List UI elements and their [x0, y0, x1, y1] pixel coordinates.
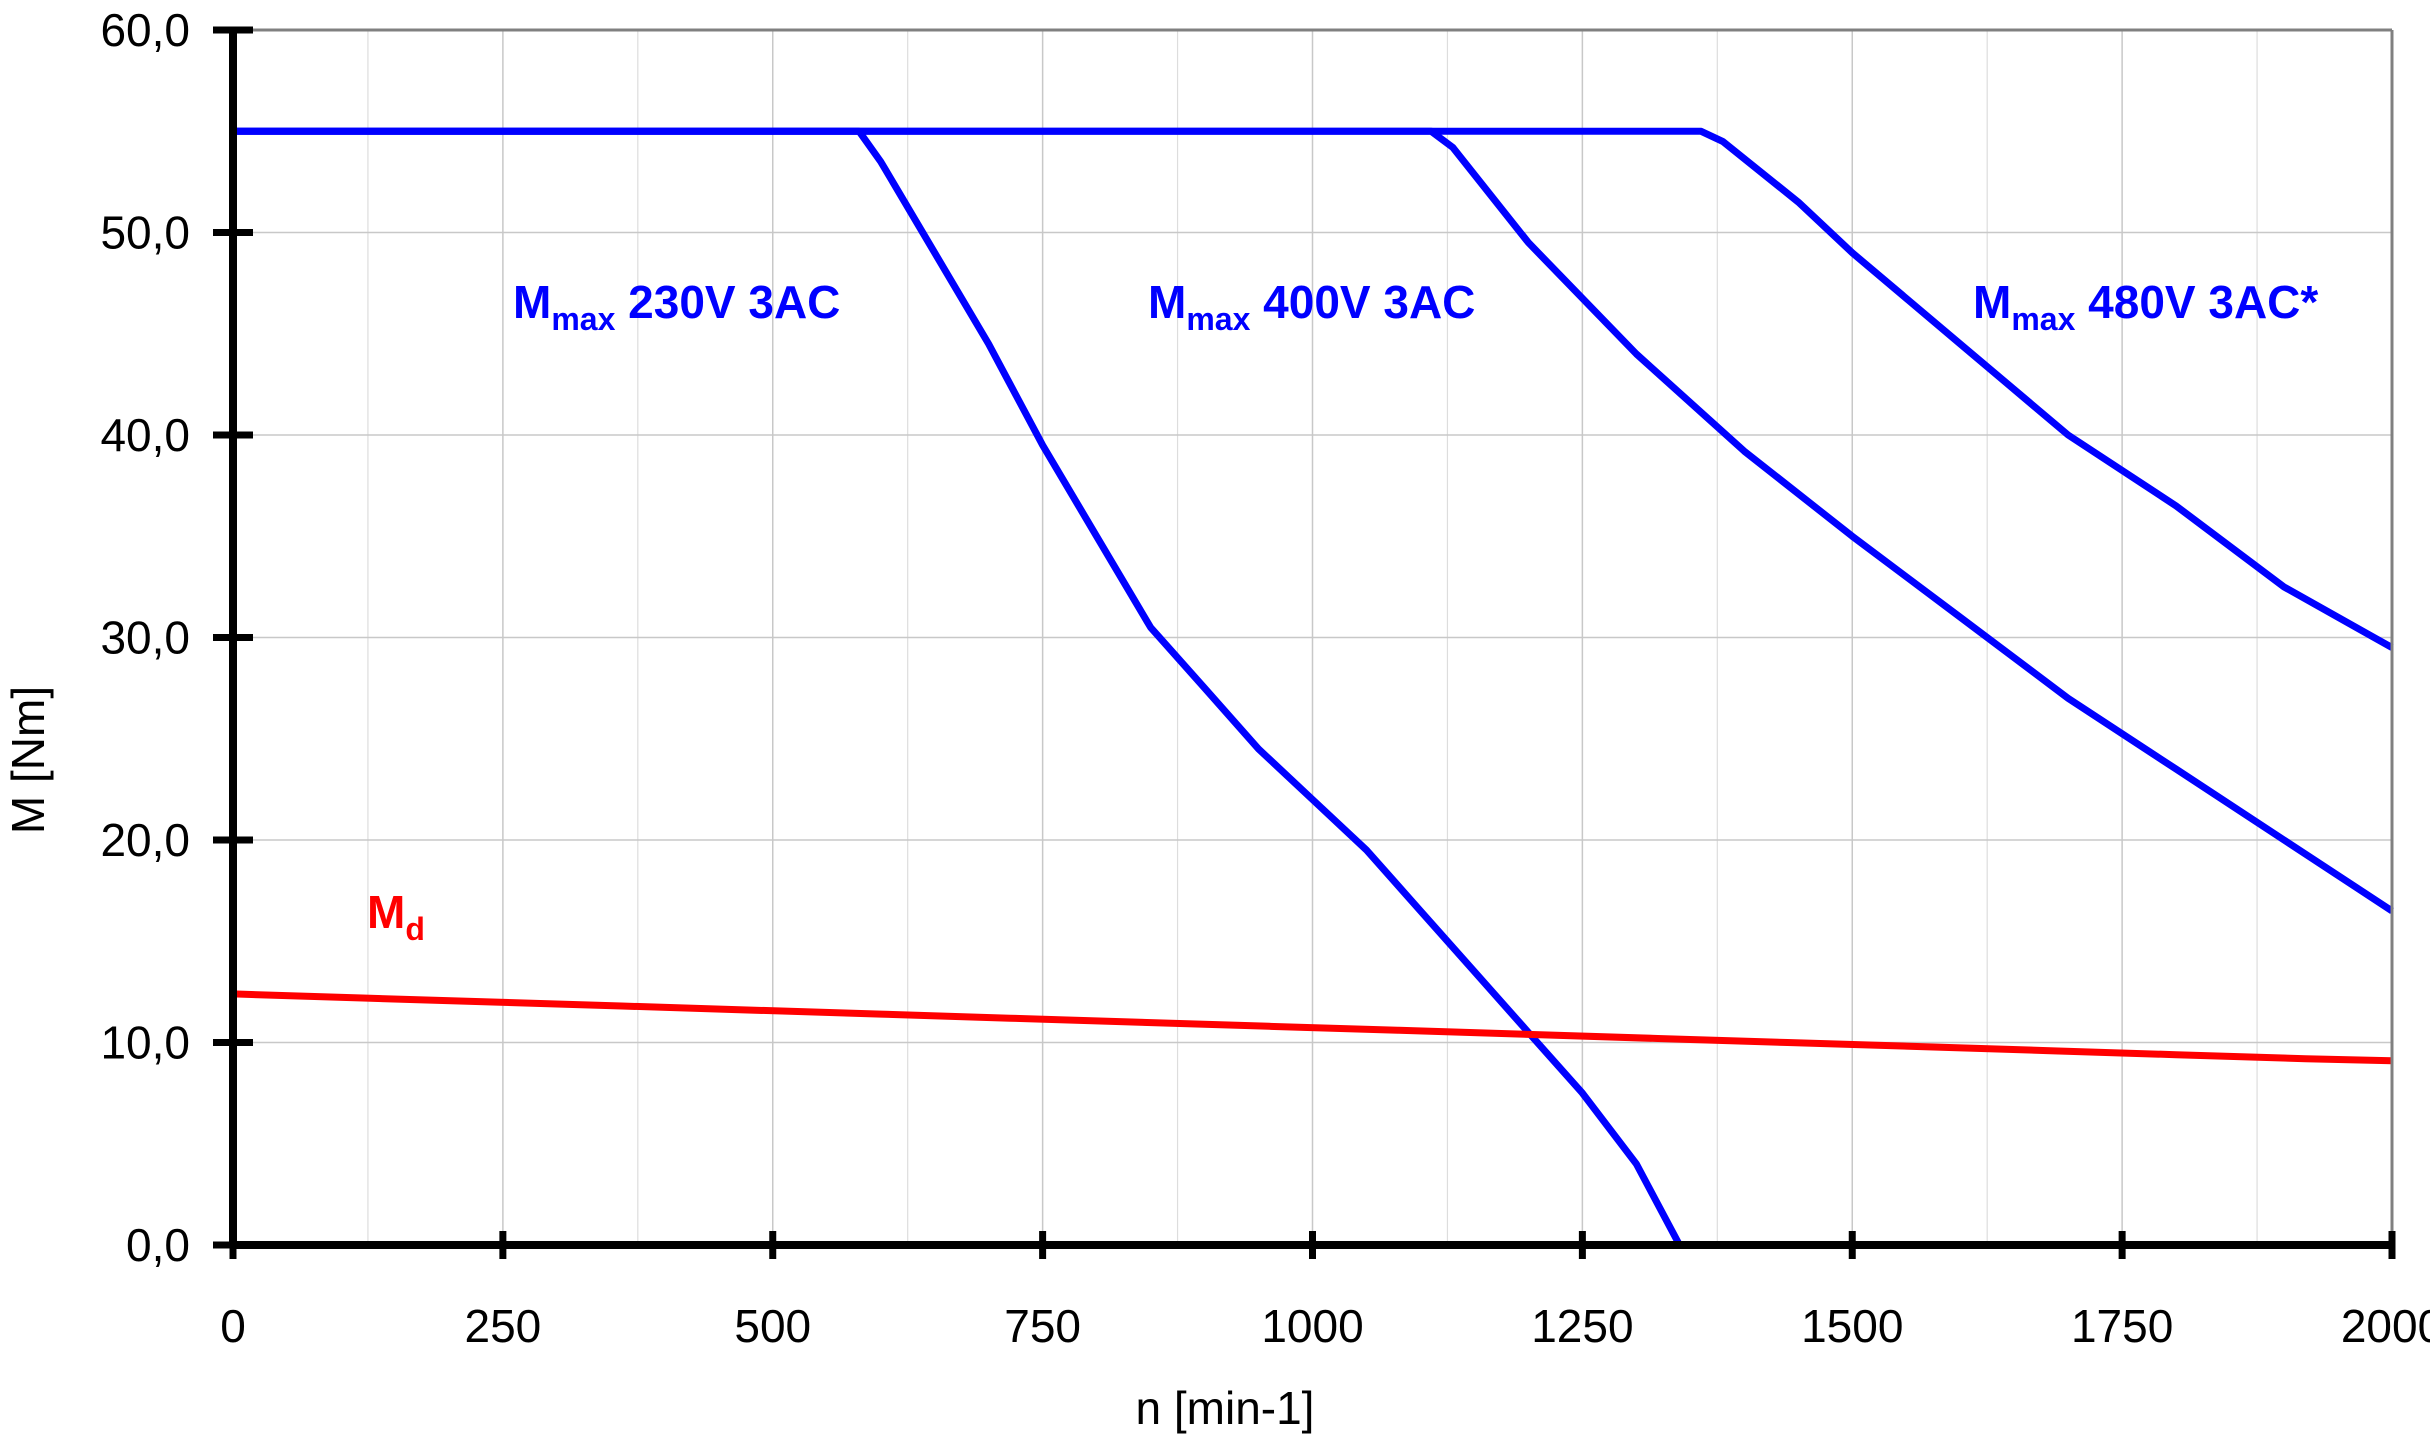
x-tick-label: 1500 [1801, 1300, 1903, 1352]
series-group [232, 127, 2394, 1247]
series-label-mmax400: Mmax 400V 3AC [1148, 276, 1475, 337]
series-line-mmax400 [233, 127, 2394, 914]
x-tick-label: 1750 [2071, 1300, 2173, 1352]
y-tick-label: 60,0 [100, 4, 190, 56]
series-label-md: Md [367, 886, 425, 947]
series-line-mmax480 [233, 127, 2394, 651]
y-tick-label: 0,0 [126, 1219, 190, 1271]
x-tick-label: 500 [734, 1300, 811, 1352]
series-label-mmax230: Mmax 230V 3AC [513, 276, 840, 337]
series-line-mmax230 [233, 127, 1683, 1247]
x-tick-label: 750 [1004, 1300, 1081, 1352]
y-tick-label: 50,0 [100, 207, 190, 259]
x-axis-title: n [min-1] [1136, 1382, 1315, 1434]
series-label-mmax480: Mmax 480V 3AC* [1973, 276, 2318, 337]
y-tick-label: 30,0 [100, 612, 190, 664]
series-line-md [232, 990, 2393, 1065]
y-tick-label: 20,0 [100, 814, 190, 866]
y-tick-label: 10,0 [100, 1017, 190, 1069]
y-tick-label: 40,0 [100, 409, 190, 461]
gridlines [232, 29, 2393, 1246]
x-tick-label: 0 [220, 1300, 246, 1352]
axes [213, 26, 2396, 1259]
y-axis-title: M [Nm] [2, 686, 54, 834]
x-tick-label: 250 [465, 1300, 542, 1352]
x-tick-label: 1250 [1531, 1300, 1633, 1352]
x-tick-label: 1000 [1261, 1300, 1363, 1352]
